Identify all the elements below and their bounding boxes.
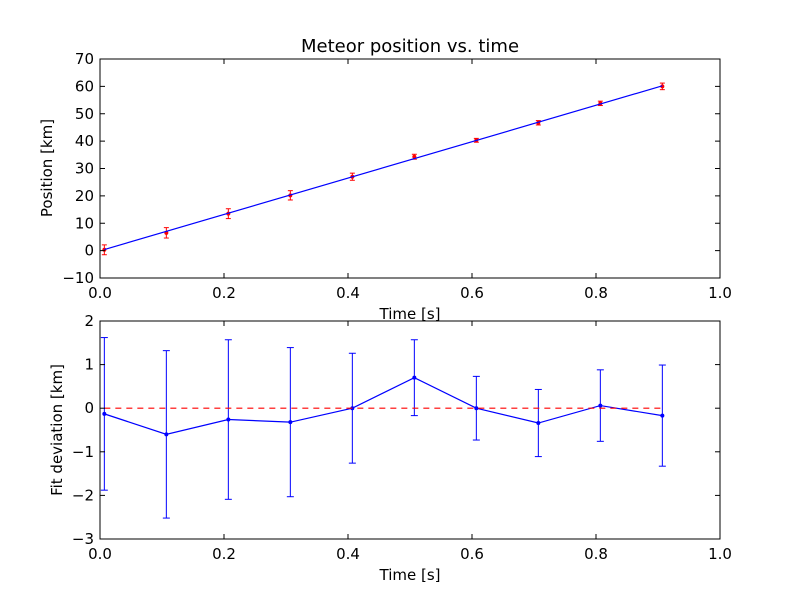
deviation-y-tick-label: 2	[84, 312, 94, 330]
deviation-y-tick-label: −1	[72, 443, 94, 461]
deviation-y-axis-label: Fit deviation [km]	[48, 364, 66, 496]
deviation-y-tick-label: 0	[84, 399, 94, 417]
position-data-point	[102, 247, 107, 252]
deviation-data-point	[598, 403, 603, 408]
deviation-data-point	[226, 417, 231, 422]
deviation-x-tick-label: 0.0	[88, 545, 112, 563]
position-series-line	[104, 85, 663, 251]
position-y-tick-label: 0	[84, 242, 94, 260]
position-x-tick-label: 0.8	[584, 284, 608, 302]
deviation-data-point	[660, 413, 665, 418]
position-x-tick-label: 0.0	[88, 284, 112, 302]
position-y-tick-label: 10	[75, 214, 94, 232]
position-x-axis-label: Time [s]	[379, 305, 441, 323]
position-y-tick-label: 20	[75, 187, 94, 205]
deviation-x-tick-label: 0.6	[460, 545, 484, 563]
deviation-data-point	[102, 411, 107, 416]
position-ticks: 0.0 0.2 0.4 0.6 0.8 1.0 −10 0 10 20 30 40 50 60 70	[62, 50, 732, 302]
deviation-axes-frame	[99, 320, 721, 540]
deviation-data	[100, 337, 666, 519]
deviation-x-tick-label: 0.8	[584, 545, 608, 563]
position-x-tick-label: 0.6	[460, 284, 484, 302]
position-y-tick-label: −10	[62, 269, 94, 287]
position-y-tick-label: 40	[75, 132, 94, 150]
position-data	[101, 82, 665, 256]
deviation-subplot: 0.0 0.2 0.4 0.6 0.8 1.0 −3 −2 −1 0 1 2 Time [s] Fit…	[48, 312, 732, 584]
position-y-axis-label: Position [km]	[38, 119, 56, 217]
position-y-tick-label: 30	[75, 160, 94, 178]
deviation-y-tick-label: −3	[72, 530, 94, 548]
deviation-x-axis-label: Time [s]	[379, 566, 441, 584]
position-subplot: Meteor position vs. time 0.0 0.2 0.4 0.6 0.8…	[38, 36, 732, 323]
position-y-tick-label: 60	[75, 77, 94, 95]
deviation-series-line	[104, 377, 663, 435]
deviation-data-point	[536, 421, 541, 426]
deviation-series-0	[100, 337, 666, 519]
deviation-x-tick-label: 0.2	[212, 545, 236, 563]
deviation-y-tick-label: −2	[72, 486, 94, 504]
deviation-data-point	[474, 406, 479, 411]
chart-title: Meteor position vs. time	[301, 36, 519, 57]
deviation-data-point	[288, 420, 293, 425]
position-series-1	[104, 85, 663, 251]
position-y-tick-label: 50	[75, 105, 94, 123]
position-x-tick-label: 0.4	[336, 284, 360, 302]
deviation-x-tick-label: 1.0	[708, 545, 732, 563]
deviation-x-tick-label: 0.4	[336, 545, 360, 563]
deviation-data-point	[412, 375, 417, 380]
deviation-data-point	[164, 432, 169, 437]
position-y-tick-label: 70	[75, 50, 94, 68]
position-x-tick-label: 1.0	[708, 284, 732, 302]
deviation-y-tick-label: 1	[84, 356, 94, 374]
position-x-tick-label: 0.2	[212, 284, 236, 302]
deviation-ticks: 0.0 0.2 0.4 0.6 0.8 1.0 −3 −2 −1 0 1 2	[72, 312, 732, 563]
